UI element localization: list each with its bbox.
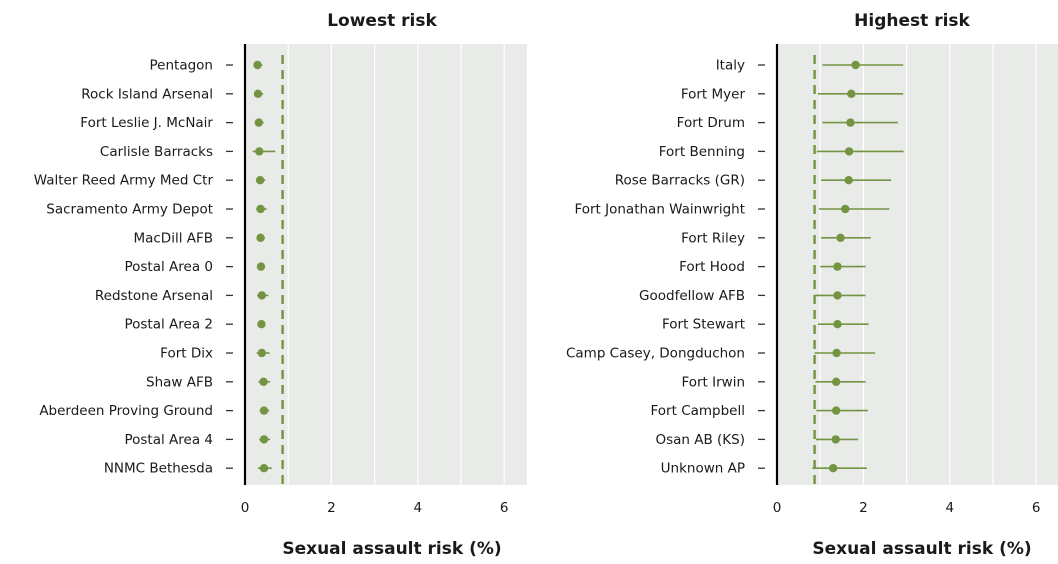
- data-point: [257, 291, 267, 300]
- data-point: [259, 406, 269, 415]
- data-point: [831, 435, 840, 444]
- category-label: Fort Stewart: [662, 317, 745, 333]
- category-label: Fort Irwin: [681, 374, 745, 390]
- category-label: Fort Jonathan Wainwright: [574, 202, 745, 218]
- data-point: [255, 147, 264, 156]
- plot-background: [777, 44, 1058, 485]
- category-label: Postal Area 4: [124, 432, 213, 448]
- category-label: Redstone Arsenal: [95, 288, 213, 304]
- x-tick-label: 0: [241, 500, 250, 516]
- data-point: [256, 262, 266, 271]
- data-point: [254, 118, 264, 127]
- data-point: [831, 377, 841, 386]
- data-point: [253, 60, 262, 70]
- data-point: [846, 118, 855, 127]
- data-point: [833, 291, 842, 300]
- category-label: NNMC Bethesda: [104, 461, 213, 477]
- data-point: [832, 348, 841, 358]
- category-label: Fort Myer: [681, 86, 746, 102]
- data-point: [253, 89, 263, 99]
- category-label: Camp Casey, Dongduchon: [566, 346, 745, 362]
- data-point: [836, 233, 845, 242]
- category-label: Pentagon: [150, 58, 213, 74]
- category-label: MacDill AFB: [133, 230, 213, 246]
- panel-lowest-risk: Lowest risk Sexual assault risk (%) 0 2 4 6 Pe…: [34, 11, 527, 559]
- data-point: [847, 89, 856, 99]
- data-point: [257, 348, 267, 358]
- panel-highest-risk: Highest risk Sexual assault risk (%) 0 2 4 6 I…: [566, 11, 1058, 559]
- data-point: [844, 147, 854, 156]
- x-tick-label: 0: [773, 500, 782, 516]
- x-tick-label: 6: [1032, 500, 1041, 516]
- data-point: [259, 464, 269, 473]
- data-point: [851, 60, 860, 70]
- category-label: Shaw AFB: [146, 374, 213, 390]
- x-tick-label: 4: [946, 500, 955, 516]
- category-label: Fort Riley: [681, 230, 745, 246]
- category-label: Postal Area 2: [124, 317, 213, 333]
- data-point: [844, 176, 853, 185]
- data-point: [256, 204, 265, 214]
- data-point: [833, 262, 842, 271]
- category-label: Rock Island Arsenal: [81, 86, 213, 102]
- data-point: [259, 377, 268, 386]
- category-label: Goodfellow AFB: [639, 288, 745, 304]
- category-label: Fort Hood: [679, 259, 745, 275]
- data-point: [841, 204, 850, 214]
- data-point: [257, 320, 266, 329]
- x-tick-label: 2: [859, 500, 868, 516]
- data-point: [256, 233, 265, 242]
- category-label: Carlisle Barracks: [100, 144, 213, 160]
- x-tick-label: 2: [327, 500, 336, 516]
- panel-title: Lowest risk: [327, 11, 437, 31]
- data-point: [828, 464, 838, 473]
- category-label: Fort Leslie J. McNair: [80, 115, 213, 131]
- category-label: Fort Dix: [160, 346, 213, 362]
- x-tick-label: 4: [414, 500, 423, 516]
- category-label: Walter Reed Army Med Ctr: [34, 173, 214, 189]
- data-point: [255, 176, 265, 185]
- category-label: Postal Area 0: [124, 259, 213, 275]
- category-label: Osan AB (KS): [655, 432, 745, 448]
- data-point: [259, 435, 269, 444]
- data-point: [831, 406, 841, 415]
- x-tick-label: 6: [500, 500, 509, 516]
- category-label: Aberdeen Proving Ground: [39, 403, 213, 419]
- x-axis-title: Sexual assault risk (%): [282, 539, 501, 559]
- category-label: Fort Benning: [659, 144, 745, 160]
- plot-background: [245, 44, 527, 485]
- category-label: Rose Barracks (GR): [615, 173, 745, 189]
- x-axis-title: Sexual assault risk (%): [812, 539, 1031, 559]
- panel-title: Highest risk: [854, 11, 970, 31]
- category-label: Sacramento Army Depot: [46, 202, 213, 218]
- category-label: Fort Drum: [677, 115, 745, 131]
- category-label: Unknown AP: [661, 461, 745, 477]
- data-point: [833, 320, 842, 329]
- category-label: Italy: [716, 58, 745, 74]
- category-label: Fort Campbell: [651, 403, 745, 419]
